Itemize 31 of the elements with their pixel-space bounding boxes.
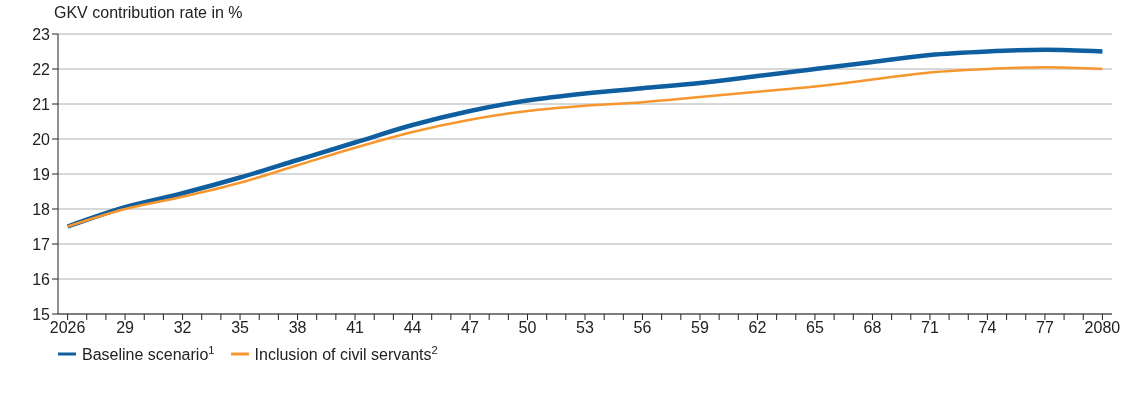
x-tick-label: 50 [518,319,537,337]
y-axis-title: GKV contribution rate in % [54,4,243,21]
x-tick-label: 68 [863,319,882,337]
x-tick-label: 29 [116,319,135,337]
y-tick-label: 21 [32,95,51,113]
x-tick-label: 53 [576,319,594,337]
y-tick-label: 16 [32,270,51,288]
y-tick-label: 19 [32,165,51,183]
y-tick-label: 15 [32,305,51,323]
x-tick-label: 71 [921,319,939,337]
y-tick-label: 20 [32,130,51,148]
x-tick-label: 65 [806,319,824,337]
x-tick-label: 2026 [49,319,86,337]
y-tick-label: 23 [32,25,51,43]
x-tick-label: 56 [633,319,652,337]
x-tick-label: 59 [691,319,709,337]
x-tick-label: 77 [1036,319,1054,337]
legend-label: Baseline scenario$^{1}$ [82,344,215,364]
x-tick-label: 35 [231,319,250,337]
y-tick-label: 22 [32,60,51,78]
x-tick-label: 44 [403,319,422,337]
y-tick-label: 17 [32,235,51,253]
y-tick-label: 18 [32,200,51,218]
x-tick-label: 32 [173,319,192,337]
x-tick-label: 47 [461,319,480,337]
x-tick-label: 74 [978,319,997,337]
legend-label: Inclusion of civil servants$^{2}$ [254,344,438,364]
x-tick-label: 41 [346,319,365,337]
x-tick-label: 2080 [1084,319,1121,337]
x-tick-label: 62 [748,319,767,337]
x-tick-label: 38 [288,319,307,337]
